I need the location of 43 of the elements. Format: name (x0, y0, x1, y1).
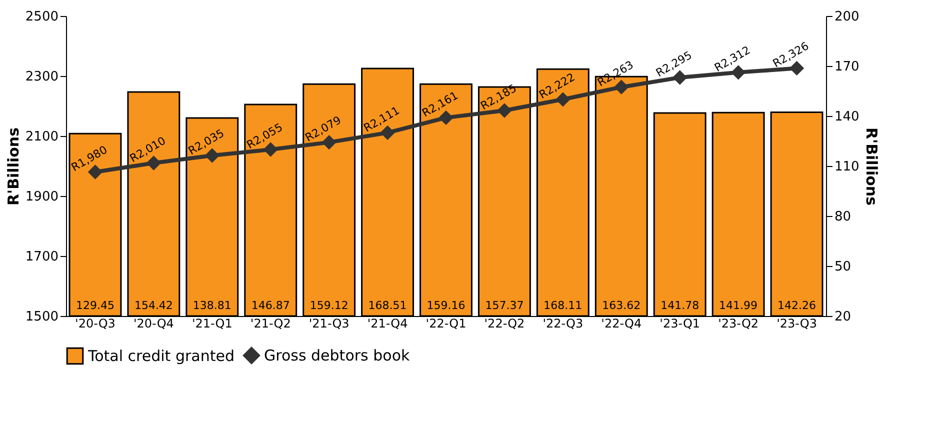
x-tick-label: '22-Q3 (542, 316, 584, 330)
data-label: 168.51 (368, 299, 407, 312)
y2-tick-label: 200 (834, 10, 860, 24)
y2-tick-label: 20 (834, 310, 852, 324)
y2-tick-label: 50 (834, 260, 852, 274)
x-tick-label: '20-Q3 (75, 316, 116, 330)
data-label: 146.87 (251, 299, 290, 312)
x-tick-label: '21-Q3 (308, 316, 350, 330)
data-label: 154.42 (134, 299, 173, 312)
y2-tick-label: 170 (834, 60, 860, 74)
data-label: 159.12 (310, 299, 348, 312)
x-tick-label: '23-Q2 (718, 316, 759, 330)
x-tick-label: '21-Q2 (250, 316, 291, 330)
x-tick-label: '23-Q1 (660, 316, 700, 330)
y-tick-label: 2500 (25, 10, 58, 24)
x-tick-label: '22-Q1 (426, 316, 466, 330)
x-tick-label: '21-Q1 (192, 316, 232, 330)
data-label: 138.81 (192, 299, 232, 312)
data-label: 142.26 (778, 299, 816, 312)
data-label: 141.99 (719, 299, 758, 312)
legend-label: Gross debtors book (264, 346, 410, 364)
legend-label: Total credit granted (87, 347, 234, 365)
x-tick-label: '22-Q2 (484, 316, 525, 330)
y2-tick-label: 140 (834, 110, 860, 124)
y-tick-label: 2300 (25, 70, 58, 84)
y2-tick-label: 110 (834, 160, 860, 174)
data-label: 168.11 (544, 299, 582, 312)
x-tick-label: '21-Q4 (367, 316, 408, 330)
y2-tick-label: 80 (834, 210, 852, 224)
data-label: 129.45 (76, 299, 114, 312)
y-tick-label: 1900 (25, 190, 58, 204)
data-label: 157.37 (485, 299, 524, 312)
y-tick-label: 2100 (25, 130, 58, 144)
x-tick-label: '23-Q3 (776, 316, 817, 330)
y-axis-title: R'Billions (4, 127, 22, 206)
data-label: 163.62 (602, 299, 641, 312)
x-tick-label: '22-Q4 (601, 316, 642, 330)
data-label: 141.78 (660, 299, 700, 312)
y-tick-label: 1700 (25, 250, 58, 264)
y2-axis-title: R'Billions (862, 127, 880, 206)
x-tick-label: '20-Q4 (133, 316, 174, 330)
y-tick-label: 1500 (25, 310, 58, 324)
data-label: 159.16 (426, 299, 466, 312)
